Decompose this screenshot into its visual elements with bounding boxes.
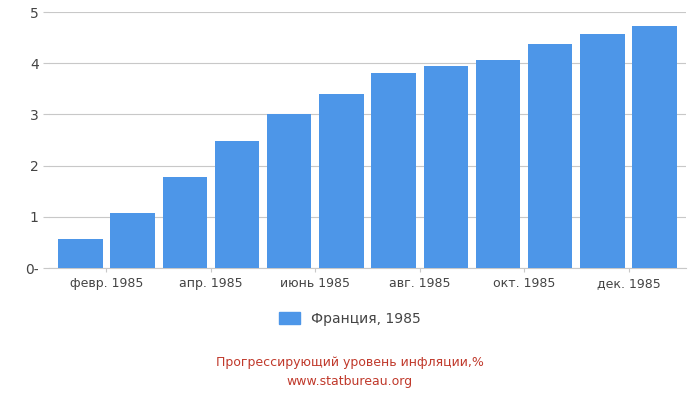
Bar [319, 94, 363, 268]
Bar [424, 66, 468, 268]
Bar [111, 213, 155, 268]
Bar [580, 34, 624, 268]
Bar [633, 26, 677, 268]
Bar [267, 114, 312, 268]
Bar [162, 177, 207, 268]
Text: Прогрессирующий уровень инфляции,%
www.statbureau.org: Прогрессирующий уровень инфляции,% www.s… [216, 356, 484, 388]
Legend: Франция, 1985: Франция, 1985 [274, 306, 426, 331]
Bar [215, 140, 259, 268]
Bar [372, 74, 416, 268]
Bar [58, 239, 102, 268]
Bar [476, 60, 520, 268]
Bar [528, 44, 573, 268]
